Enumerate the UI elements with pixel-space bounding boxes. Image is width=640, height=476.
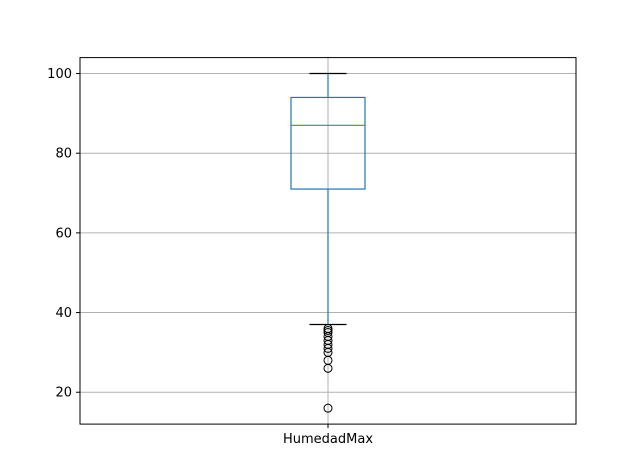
x-tick-label: HumedadMax <box>283 432 373 447</box>
outlier-point <box>323 403 333 413</box>
boxes <box>290 72 366 413</box>
iqr-box <box>290 96 366 190</box>
y-tick-label: 60 <box>55 226 72 241</box>
y-axis: 20 40 60 80 100 <box>47 67 80 401</box>
y-tick-label: 20 <box>55 386 72 401</box>
x-axis: HumedadMax <box>283 424 373 447</box>
outlier-point <box>323 363 333 373</box>
y-tick-label: 40 <box>55 306 72 321</box>
outlier-point <box>323 343 333 353</box>
y-tick-label: 100 <box>47 67 72 82</box>
y-tick-label: 80 <box>55 147 72 162</box>
box-group <box>290 72 366 413</box>
